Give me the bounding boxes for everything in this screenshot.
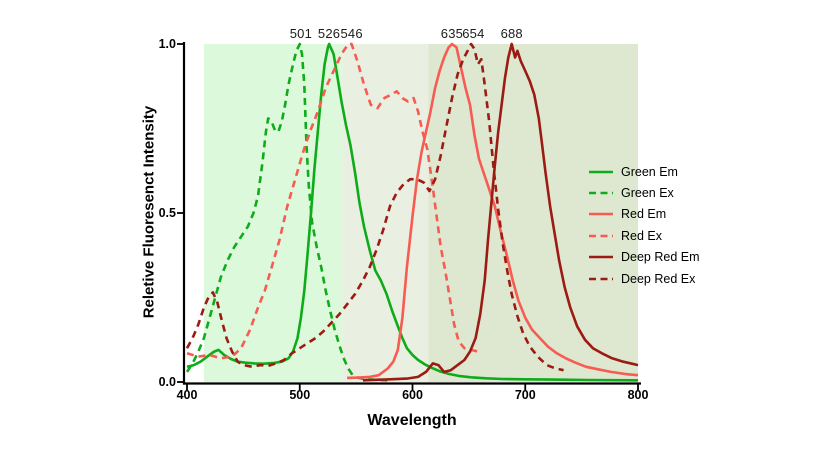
legend-row-deep-red-ex: Deep Red Ex — [588, 268, 700, 289]
x-tick-label-400: 400 — [176, 388, 198, 402]
peak-label-526: 526 — [317, 26, 341, 41]
legend-label-deep-red-em: Deep Red Em — [621, 250, 700, 265]
peak-label-654: 654 — [462, 26, 485, 41]
peak-label-688: 688 — [500, 26, 523, 41]
y-tick-label-0.0: 0.0 — [158, 375, 176, 389]
x-axis-title: Wavelength — [367, 412, 457, 429]
x-tick-label-500: 500 — [289, 388, 311, 402]
legend-row-red-em: Red Em — [588, 204, 700, 225]
x-tick-label-700: 700 — [514, 388, 536, 402]
legend-label-red-em: Red Em — [621, 207, 667, 222]
legend-label-deep-red-ex: Deep Red Ex — [621, 271, 696, 286]
legend-label-red-ex: Red Ex — [621, 228, 662, 243]
red-ex-line-icon — [589, 234, 613, 238]
peak-label-635: 635 — [440, 26, 464, 41]
green-ex-line-icon — [589, 191, 613, 195]
peak-label-501: 501 — [289, 26, 313, 41]
legend-label-green-em: Green Em — [621, 164, 678, 179]
red-em-line-icon — [589, 213, 613, 216]
legend: Green Em Green Ex Red Em Red Ex Deep Red… — [588, 161, 700, 289]
legend-row-deep-red-em: Deep Red Em — [588, 247, 700, 268]
legend-row-red-ex: Red Ex — [588, 225, 700, 246]
y-tick-label-0.5: 0.5 — [158, 206, 176, 220]
y-tick-label-1.0: 1.0 — [158, 37, 176, 51]
green-em-line-icon — [589, 170, 613, 173]
legend-row-green-em: Green Em — [588, 161, 700, 182]
x-tick-label-800: 800 — [627, 388, 649, 402]
legend-label-green-ex: Green Ex — [621, 186, 674, 201]
legend-row-green-ex: Green Ex — [588, 182, 700, 203]
deep-red-em-line-icon — [589, 255, 613, 259]
peak-label-546: 546 — [340, 26, 363, 41]
x-tick-label-600: 600 — [402, 388, 423, 402]
deep-red-ex-line-icon — [589, 277, 613, 280]
